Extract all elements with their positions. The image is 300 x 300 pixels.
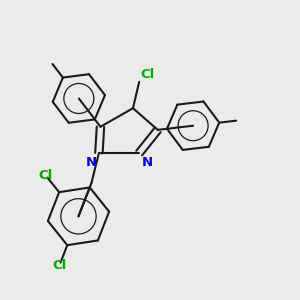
Text: Cl: Cl xyxy=(52,260,66,272)
Text: Cl: Cl xyxy=(141,68,155,81)
Text: N: N xyxy=(142,156,153,169)
Text: N: N xyxy=(85,156,96,169)
Text: Cl: Cl xyxy=(39,169,53,182)
